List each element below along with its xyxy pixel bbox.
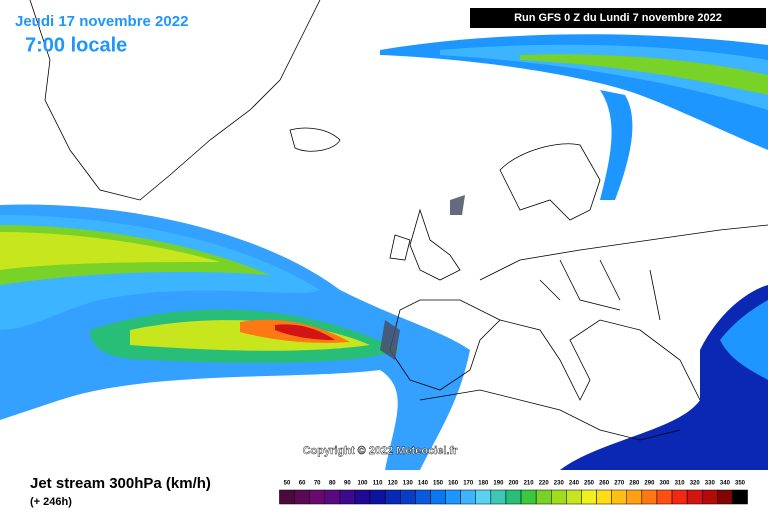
legend-label: 290: [644, 481, 655, 487]
legend-swatch: [294, 489, 310, 505]
legend-label: 250: [584, 481, 595, 487]
jet-stream-field: [0, 34, 768, 470]
legend-swatch: [566, 489, 582, 505]
legend-swatch: [369, 489, 386, 505]
legend-swatch: [535, 489, 552, 505]
legend-label: 210: [524, 481, 535, 487]
run-info: Run GFS 0 Z du Lundi 7 novembre 2022: [514, 12, 722, 24]
legend-label: 270: [614, 481, 625, 487]
legend-label: 70: [314, 481, 321, 487]
legend-label: 50: [284, 481, 291, 487]
legend-swatch: [581, 489, 597, 505]
legend-swatch: [339, 489, 356, 505]
legend-label: 200: [508, 481, 519, 487]
legend-swatch: [279, 489, 295, 505]
legend-swatch: [490, 489, 507, 505]
legend-label: 130: [403, 481, 414, 487]
legend-label: 100: [357, 481, 368, 487]
legend-label: 230: [554, 481, 565, 487]
copyright: Copyright © 2022 Meteociel.fr: [303, 445, 459, 457]
legend-swatch: [702, 489, 718, 505]
legend-swatch: [430, 489, 446, 505]
legend-label: 180: [478, 481, 489, 487]
legend-label: 260: [599, 481, 610, 487]
land-shading: [380, 195, 465, 360]
legend-label: 340: [720, 481, 731, 487]
legend-label: 320: [690, 481, 701, 487]
legend-swatch: [309, 489, 325, 505]
legend-label: 150: [433, 481, 444, 487]
legend-label: 220: [539, 481, 550, 487]
legend-label: 110: [373, 481, 383, 487]
legend-swatch: [717, 489, 733, 505]
legend-label: 300: [659, 481, 670, 487]
forecast-time: 7:00 locale: [25, 34, 127, 56]
legend-label: 310: [675, 481, 686, 487]
legend-swatch: [686, 489, 703, 505]
legend-swatch: [445, 489, 461, 505]
run-banner: [470, 8, 766, 28]
legend-label: 170: [463, 481, 474, 487]
legend-swatch: [505, 489, 522, 505]
legend-swatch: [520, 489, 537, 505]
legend-label: 120: [388, 481, 399, 487]
legend-label: 60: [299, 481, 306, 487]
lead-time: (+ 246h): [30, 496, 72, 508]
legend-swatch: [415, 489, 431, 505]
field-title: Jet stream 300hPa (km/h): [30, 475, 211, 492]
legend-label: 190: [493, 481, 504, 487]
coastlines: [29, 0, 768, 441]
legend-swatch: [641, 489, 658, 505]
legend-label: 350: [735, 481, 746, 487]
legend-swatch: [384, 489, 401, 505]
legend-swatch: [732, 489, 748, 505]
legend-swatch: [611, 489, 628, 505]
legend-swatch: [460, 489, 476, 505]
legend-swatch: [596, 489, 612, 505]
legend-swatch: [551, 489, 567, 505]
legend-label: 280: [629, 481, 640, 487]
legend-swatch: [354, 489, 371, 505]
legend-label: 240: [569, 481, 580, 487]
legend-swatch: [671, 489, 688, 505]
legend-swatch: [400, 489, 416, 505]
legend-label: 90: [344, 481, 351, 487]
legend-swatch: [324, 489, 341, 505]
legend-swatch: [626, 489, 643, 505]
legend-swatch: [656, 489, 673, 505]
legend-label: 80: [329, 481, 336, 487]
legend-label: 140: [418, 481, 429, 487]
color-legend: 50 60 70 80 90 100 110 120 130 140 150 160 170 180 190…: [279, 481, 748, 505]
legend-label: 330: [705, 481, 716, 487]
forecast-date: Jeudi 17 novembre 2022: [15, 13, 188, 30]
legend-label: 160: [448, 481, 459, 487]
legend-swatch: [475, 489, 492, 505]
